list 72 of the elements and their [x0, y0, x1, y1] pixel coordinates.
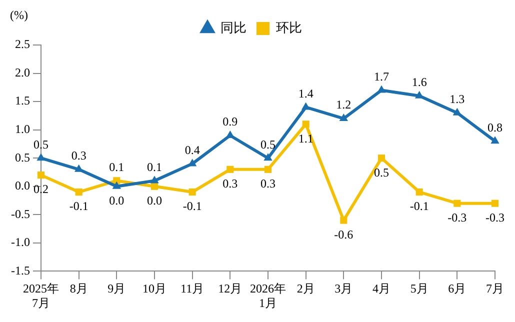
point	[188, 188, 196, 196]
point	[339, 114, 348, 122]
point	[340, 216, 348, 224]
x-tick-label: 10月	[142, 282, 166, 296]
x-tick-label: 2026年 1月	[250, 282, 286, 310]
legend-label: 同比	[220, 20, 246, 35]
y-tick-label: -1.0	[10, 235, 30, 250]
data-label: -0.6	[334, 227, 354, 242]
point	[490, 136, 500, 144]
x-tick-label: 8月	[70, 282, 88, 296]
x-tick-label: 5月	[410, 282, 428, 296]
x-tick-label: 9月	[108, 282, 126, 296]
point	[378, 154, 386, 162]
y-tick-label: 2.5	[14, 37, 30, 52]
point	[112, 181, 121, 189]
data-label: -0.3	[486, 210, 504, 224]
data-label: 0.0	[109, 194, 124, 208]
point	[150, 176, 159, 184]
x-tick-label: 2025年 7月	[22, 282, 59, 310]
data-label: 0.0	[146, 194, 162, 208]
data-label: 0.5	[33, 137, 48, 152]
point	[264, 166, 272, 173]
data-label: 0.5	[374, 165, 389, 180]
y-tick-label: -0.5	[10, 206, 30, 221]
x-tick-label: 4月	[372, 282, 390, 296]
data-label: 0.1	[146, 160, 162, 174]
data-label: 0.3	[260, 176, 276, 191]
point	[37, 172, 45, 179]
point	[226, 166, 234, 173]
data-label: 0.1	[109, 160, 124, 174]
data-label: -0.1	[69, 199, 88, 214]
data-label: 1.6	[412, 75, 427, 90]
point	[452, 108, 462, 116]
x-tick-label: 3月	[334, 282, 353, 296]
point	[226, 130, 234, 138]
data-label: 0.5	[260, 137, 276, 152]
y-tick-label: -1.5	[10, 263, 30, 278]
data-label: 1.4	[298, 86, 314, 100]
x-tick-label: 11月	[180, 282, 204, 296]
data-label: 0.2	[33, 182, 48, 196]
point	[302, 102, 310, 110]
data-label: 0.9	[222, 114, 238, 129]
x-tick-label: 12月	[218, 282, 242, 296]
point	[491, 200, 499, 207]
x-tick-label: 7月	[486, 282, 504, 296]
y-tick-label: 1.5	[14, 94, 30, 108]
y-tick-label: 2.0	[14, 65, 30, 80]
data-label: 0.4	[184, 142, 200, 157]
data-label: -0.1	[410, 199, 429, 214]
x-tick-label: 2月	[296, 282, 315, 296]
data-label: -0.1	[182, 199, 202, 214]
point	[150, 182, 158, 190]
point	[302, 120, 310, 128]
data-label: 0.3	[71, 148, 86, 163]
data-label: 0.3	[222, 176, 238, 191]
data-label: 1.2	[336, 98, 352, 112]
y-tick-label: 1.0	[14, 122, 30, 136]
data-label: -0.3	[448, 210, 467, 224]
y-tick-label: 0.5	[14, 150, 30, 164]
data-label: 1.3	[450, 92, 465, 106]
point	[75, 188, 82, 196]
data-label: 1.7	[374, 69, 389, 84]
y-axis-title: (%)	[10, 8, 28, 22]
y-tick-label: 0.0	[14, 178, 30, 193]
legend-label: 环比	[276, 20, 302, 35]
data-label: 0.8	[488, 120, 502, 134]
point	[264, 153, 272, 161]
point	[36, 153, 46, 161]
point	[454, 200, 461, 207]
x-tick-label: 6月	[448, 282, 466, 296]
point	[377, 85, 386, 93]
point	[416, 188, 423, 196]
